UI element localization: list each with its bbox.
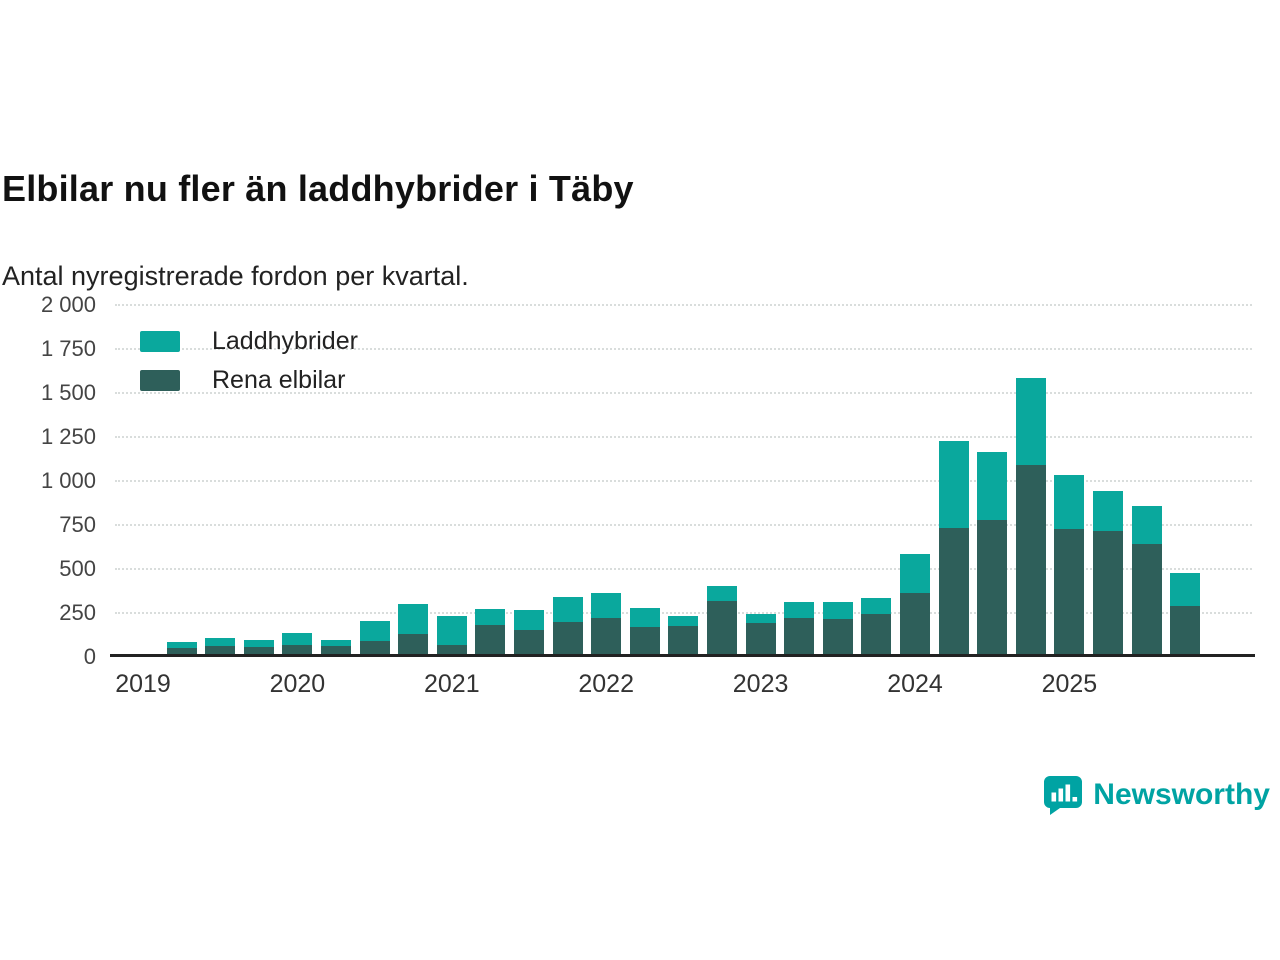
bar-laddhybrider	[591, 592, 622, 619]
bar-laddhybrider	[900, 553, 930, 593]
x-tick-label: 2021	[423, 670, 480, 698]
bar-rena-elbilar	[321, 646, 351, 656]
bar-laddhybrider	[166, 641, 197, 649]
y-tick-label: 1 250	[40, 424, 96, 449]
y-tick-label: 1 500	[40, 380, 96, 405]
gridline-500	[115, 568, 1252, 570]
newsworthy-branding: Newsworthy	[1043, 775, 1270, 815]
bar-rena-elbilar	[1170, 605, 1201, 656]
bar-rena-elbilar	[1131, 544, 1162, 656]
x-tick-label: 2025	[1041, 670, 1098, 698]
bar-rena-elbilar	[629, 626, 660, 656]
gridline-2000	[115, 304, 1252, 306]
bar-laddhybrider	[745, 613, 776, 624]
bar-laddhybrider	[668, 616, 699, 627]
bar-rena-elbilar	[784, 618, 815, 656]
bar-rena-elbilar	[591, 618, 622, 656]
x-axis-line	[110, 654, 1255, 657]
legend-label-laddhybrider: Laddhybrider	[212, 327, 358, 355]
y-tick-label: 0	[83, 644, 96, 669]
bar-rena-elbilar	[668, 626, 699, 656]
chart-title: Elbilar nu fler än laddhybrider i Täby	[2, 168, 634, 210]
bar-laddhybrider	[977, 451, 1008, 520]
bar-laddhybrider	[861, 597, 892, 614]
bar-laddhybrider	[1093, 490, 1123, 532]
bar-rena-elbilar	[514, 629, 544, 656]
legend-label-rena-elbilar: Rena elbilar	[212, 366, 346, 394]
bar-rena-elbilar	[475, 625, 506, 656]
legend-item-rena-elbilar: Rena elbilar	[140, 366, 358, 395]
bar-rena-elbilar	[977, 519, 1008, 656]
gridline-250	[115, 612, 1252, 614]
bar-laddhybrider	[707, 585, 737, 602]
x-tick-label: 2020	[269, 670, 326, 698]
bar-laddhybrider	[359, 620, 390, 642]
bar-rena-elbilar	[707, 601, 737, 656]
bar-laddhybrider	[436, 616, 467, 645]
bar-rena-elbilar	[205, 646, 236, 656]
bar-rena-elbilar	[282, 645, 313, 656]
bar-rena-elbilar	[861, 613, 892, 656]
y-tick-label: 250	[59, 600, 96, 625]
bar-rena-elbilar	[1054, 529, 1085, 656]
y-tick-label: 2 000	[40, 292, 96, 317]
bar-rena-elbilar	[436, 644, 467, 656]
bar-laddhybrider	[475, 609, 506, 626]
bar-rena-elbilar	[359, 641, 390, 656]
bar-rena-elbilar	[1093, 531, 1123, 656]
chart-subtitle: Antal nyregistrerade fordon per kvartal.	[2, 261, 469, 291]
bar-laddhybrider	[282, 633, 313, 646]
gridline-1500	[115, 392, 1252, 394]
chart-legend: Laddhybrider Rena elbilar	[140, 327, 358, 405]
legend-item-laddhybrider: Laddhybrider	[140, 327, 358, 356]
y-tick-label: 1 750	[40, 336, 96, 361]
bar-rena-elbilar	[166, 648, 197, 656]
newsworthy-wordmark: Newsworthy	[1093, 778, 1270, 811]
bar-rena-elbilar	[822, 619, 853, 656]
bar-laddhybrider	[205, 638, 236, 647]
bar-laddhybrider	[398, 604, 429, 634]
gridline-750	[115, 524, 1252, 526]
x-tick-label: 2024	[887, 670, 943, 698]
legend-swatch-rena-elbilar	[140, 370, 180, 391]
bar-laddhybrider	[1054, 474, 1085, 530]
bar-laddhybrider	[321, 640, 351, 647]
bar-rena-elbilar	[1015, 465, 1046, 656]
bar-laddhybrider	[1131, 506, 1162, 545]
gridline-1000	[115, 480, 1252, 482]
bar-rena-elbilar	[398, 634, 429, 656]
bar-laddhybrider	[243, 640, 274, 648]
bar-laddhybrider	[1015, 377, 1046, 466]
gridline-1750	[115, 348, 1252, 350]
bar-rena-elbilar	[900, 592, 930, 656]
x-tick-label: 2023	[732, 670, 789, 698]
bar-laddhybrider	[1170, 573, 1201, 606]
x-tick-label: 2022	[578, 670, 634, 698]
legend-swatch-laddhybrider	[140, 331, 180, 352]
x-tick-label: 2019	[115, 670, 171, 698]
bar-laddhybrider	[822, 602, 853, 620]
bar-laddhybrider	[514, 610, 544, 630]
bar-laddhybrider	[552, 597, 583, 622]
bar-rena-elbilar	[243, 647, 274, 656]
bar-laddhybrider	[629, 607, 660, 627]
bar-rena-elbilar	[745, 623, 776, 656]
y-tick-label: 750	[59, 512, 96, 537]
newsworthy-logo-icon	[1044, 776, 1083, 815]
bar-rena-elbilar	[938, 527, 969, 656]
y-tick-label: 500	[59, 556, 96, 581]
bar-laddhybrider	[784, 602, 815, 619]
bar-laddhybrider	[938, 441, 969, 528]
bar-rena-elbilar	[552, 621, 583, 656]
gridline-1250	[115, 436, 1252, 438]
y-tick-label: 1 000	[40, 468, 96, 493]
